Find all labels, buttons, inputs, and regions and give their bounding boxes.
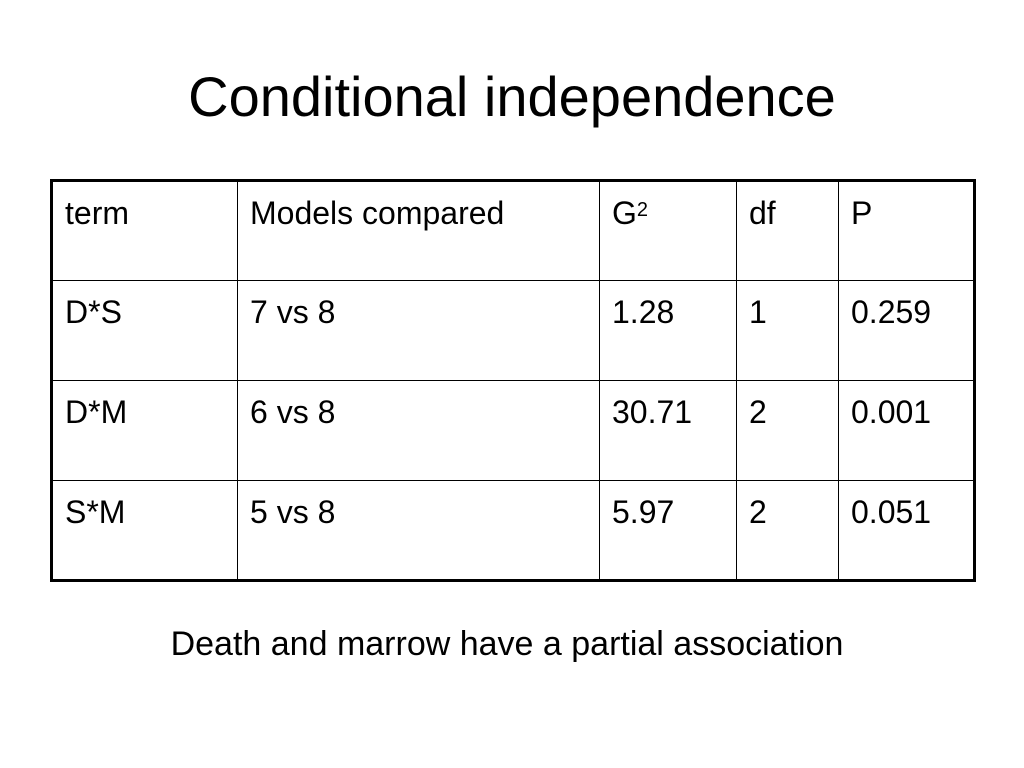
table-header-row: term Models compared G2 df P xyxy=(51,180,975,281)
table-row: S*M 5 vs 8 5.97 2 0.051 xyxy=(51,480,975,581)
header-df: df xyxy=(736,180,839,281)
cell-term: D*S xyxy=(51,280,238,381)
slide-footnote: Death and marrow have a partial associat… xyxy=(170,625,844,663)
cell-p: 0.259 xyxy=(838,280,975,381)
cell-models-compared: 7 vs 8 xyxy=(237,280,600,381)
results-table: term Models compared G2 df P D*S 7 vs 8 … xyxy=(50,179,976,582)
table-row: D*S 7 vs 8 1.28 1 0.259 xyxy=(51,280,975,381)
cell-g-squared: 1.28 xyxy=(599,280,737,381)
header-models-compared: Models compared xyxy=(237,180,600,281)
header-g-squared: G2 xyxy=(599,180,737,281)
cell-p: 0.001 xyxy=(838,380,975,481)
cell-p: 0.051 xyxy=(838,480,975,581)
cell-models-compared: 5 vs 8 xyxy=(237,480,600,581)
cell-df: 2 xyxy=(736,480,839,581)
slide-title: Conditional independence xyxy=(188,65,836,128)
cell-term: D*M xyxy=(51,380,238,481)
cell-g-squared: 30.71 xyxy=(599,380,737,481)
g-squared-base: G xyxy=(612,195,637,231)
header-p: P xyxy=(838,180,975,281)
cell-df: 2 xyxy=(736,380,839,481)
header-term: term xyxy=(51,180,238,281)
cell-g-squared: 5.97 xyxy=(599,480,737,581)
cell-df: 1 xyxy=(736,280,839,381)
g-squared-superscript: 2 xyxy=(636,199,649,222)
cell-term: S*M xyxy=(51,480,238,581)
cell-models-compared: 6 vs 8 xyxy=(237,380,600,481)
table-row: D*M 6 vs 8 30.71 2 0.001 xyxy=(51,380,975,481)
